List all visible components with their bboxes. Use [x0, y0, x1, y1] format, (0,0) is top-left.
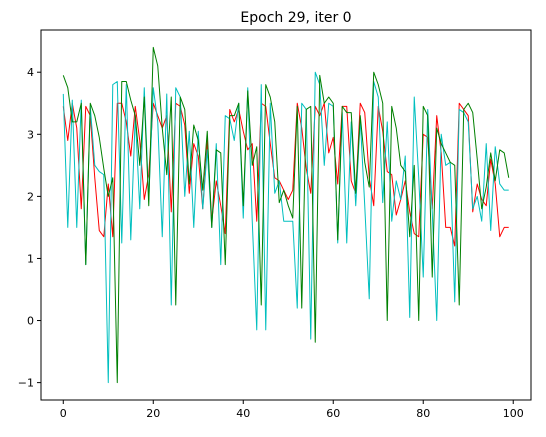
x-tick-label: 20	[146, 407, 160, 420]
plot-frame	[40, 29, 532, 401]
y-tick-label: 2	[27, 190, 34, 203]
series-layer	[62, 46, 510, 384]
series-line-3	[62, 46, 510, 384]
series-line-1	[62, 102, 509, 247]
y-tick-label: 4	[27, 66, 34, 79]
x-tick-label: 100	[503, 407, 524, 420]
x-tick-label: 40	[236, 407, 250, 420]
chart-title: Epoch 29, iter 0	[240, 10, 351, 26]
y-tick-label: 3	[27, 128, 34, 141]
x-axis: 0 20 40 60 80 100	[60, 400, 524, 420]
y-tick-label: 0	[27, 315, 34, 328]
x-tick-label: 80	[416, 407, 430, 420]
x-tick-label: 60	[326, 407, 340, 420]
series-line-2	[62, 71, 509, 384]
x-tick-label: 0	[60, 407, 67, 420]
y-tick-label: 1	[27, 252, 34, 265]
y-axis: −1 0 1 2 3 4	[18, 66, 41, 390]
y-tick-label: −1	[18, 377, 34, 390]
